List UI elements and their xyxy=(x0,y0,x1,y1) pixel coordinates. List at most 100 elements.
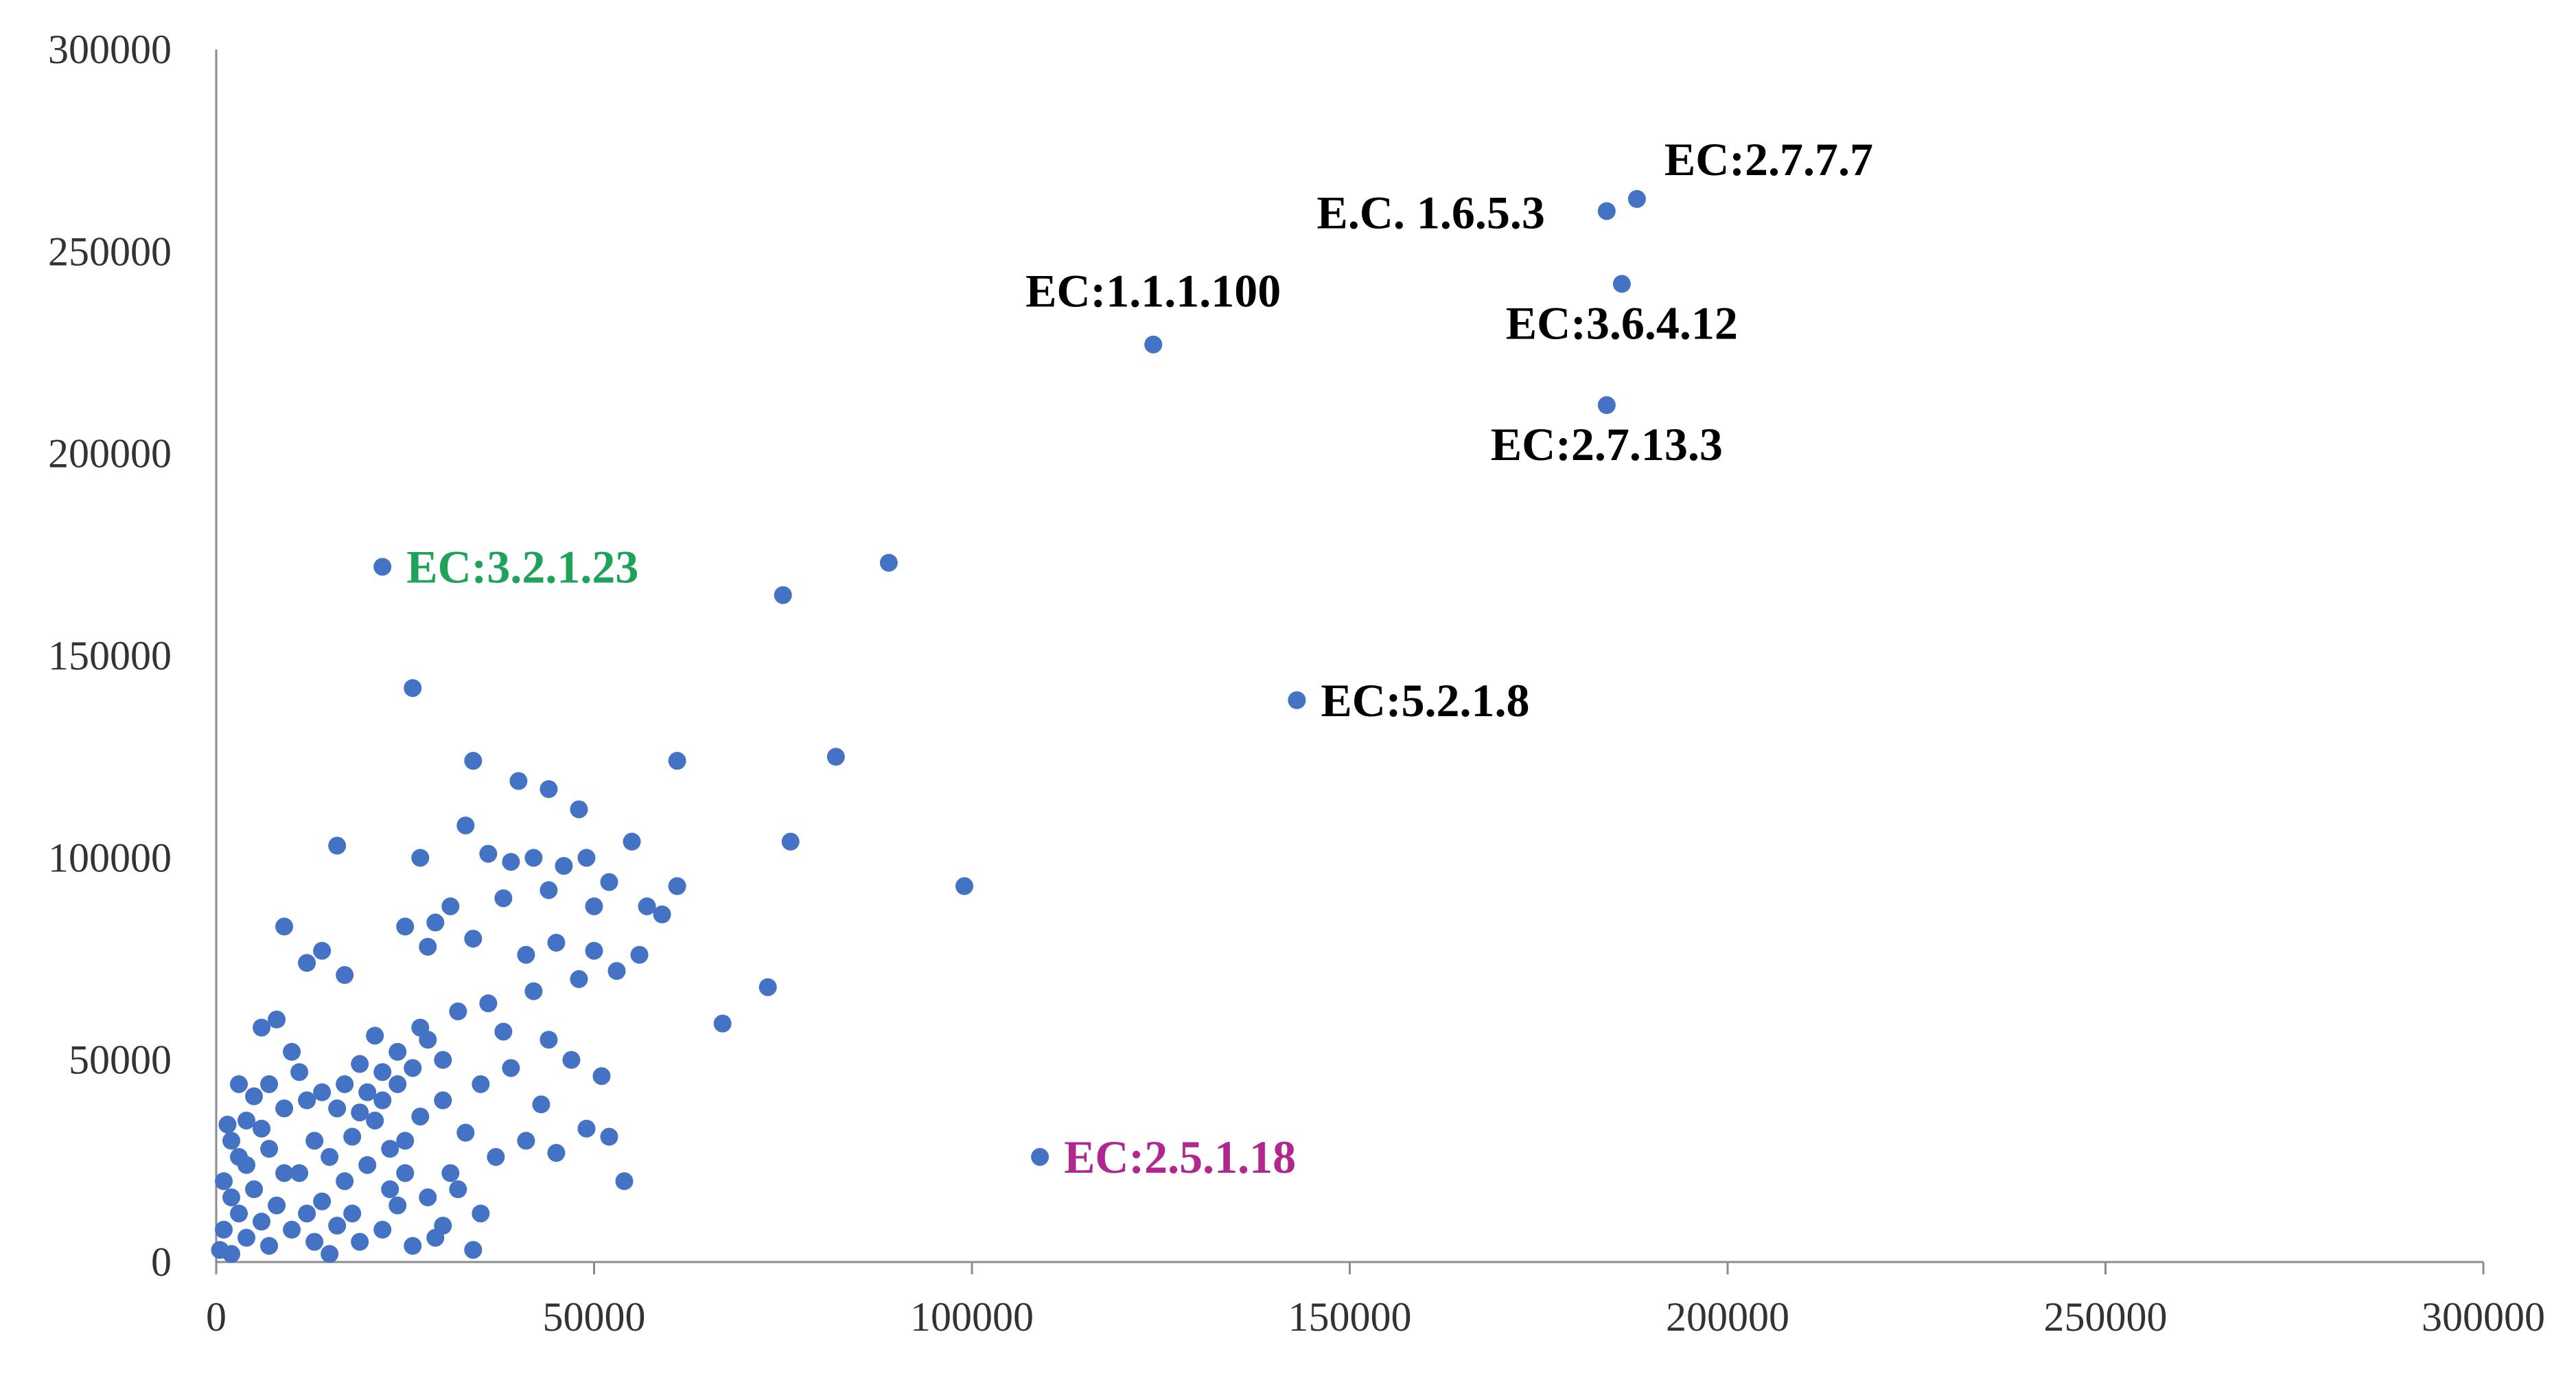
data-point xyxy=(358,1083,377,1101)
data-point xyxy=(879,553,898,572)
data-point xyxy=(336,966,354,985)
data-point xyxy=(1612,275,1631,293)
data-point xyxy=(366,1027,384,1045)
data-point xyxy=(585,941,603,960)
x-tick-label: 250000 xyxy=(2044,1294,2168,1340)
y-tick-label: 50000 xyxy=(69,1037,172,1083)
data-point xyxy=(321,1245,339,1263)
data-point xyxy=(253,1213,271,1231)
data-point xyxy=(290,1063,309,1081)
data-point xyxy=(570,970,588,988)
data-point xyxy=(547,1144,566,1162)
data-point xyxy=(404,1059,422,1077)
data-point xyxy=(638,897,656,915)
y-tick-label: 0 xyxy=(151,1239,172,1285)
data-point xyxy=(215,1172,233,1191)
data-point xyxy=(464,752,483,770)
data-point xyxy=(577,849,596,867)
data-point xyxy=(539,780,558,799)
data-point xyxy=(230,1204,248,1223)
data-point xyxy=(449,1002,467,1021)
data-point xyxy=(456,1123,475,1142)
data-point xyxy=(381,1140,399,1158)
data-point xyxy=(328,836,347,855)
data-point xyxy=(373,1220,392,1239)
data-point xyxy=(479,994,498,1013)
data-point xyxy=(955,877,973,895)
point-annotation: EC:1.1.1.100 xyxy=(1025,265,1281,317)
data-point xyxy=(592,1067,611,1086)
data-point xyxy=(245,1087,264,1105)
data-point xyxy=(305,1232,324,1251)
data-point xyxy=(517,1132,535,1150)
data-point xyxy=(222,1132,241,1150)
data-point xyxy=(215,1220,233,1239)
data-point xyxy=(668,752,686,770)
data-point xyxy=(1144,335,1163,354)
point-annotation: EC:2.7.7.7 xyxy=(1664,133,1873,185)
data-point xyxy=(539,1031,558,1049)
x-tick-label: 100000 xyxy=(910,1294,1034,1340)
data-point xyxy=(245,1180,264,1199)
data-point xyxy=(305,1132,324,1150)
data-point xyxy=(373,1063,392,1081)
x-tick-label: 300000 xyxy=(2422,1294,2545,1340)
annotations: EC:2.7.7.7 E.C. 1.6.5.3 EC:3.6.4.12 EC:2.7.… xyxy=(406,133,1873,1183)
data-point xyxy=(434,1051,452,1069)
data-point xyxy=(494,889,513,908)
data-point xyxy=(449,1180,467,1199)
data-point xyxy=(781,832,800,851)
data-point xyxy=(517,945,535,964)
data-point xyxy=(441,897,460,915)
data-point xyxy=(411,1018,430,1037)
data-point xyxy=(502,853,520,871)
data-point xyxy=(388,1075,407,1093)
data-point xyxy=(607,962,626,981)
x-axis: 0 50000 100000 150000 200000 250000 300000 xyxy=(206,1261,2545,1340)
data-point xyxy=(268,1196,286,1215)
data-point xyxy=(1031,1147,1049,1166)
data-point xyxy=(351,1055,369,1073)
x-tick-label: 50000 xyxy=(543,1294,646,1340)
data-point xyxy=(713,1014,732,1033)
data-point xyxy=(237,1111,256,1130)
data-point xyxy=(230,1075,248,1093)
data-point xyxy=(388,1196,407,1215)
data-point xyxy=(373,1091,392,1110)
data-point xyxy=(396,917,415,936)
data-point xyxy=(441,1164,460,1182)
data-point xyxy=(487,1147,505,1166)
data-point xyxy=(328,1217,347,1235)
data-point xyxy=(472,1204,490,1223)
y-tick-label: 250000 xyxy=(48,229,172,274)
data-point xyxy=(494,1022,513,1041)
data-point xyxy=(472,1075,490,1093)
data-point xyxy=(275,1164,294,1182)
data-point xyxy=(524,982,543,1000)
data-point xyxy=(502,1059,520,1077)
data-point xyxy=(328,1099,347,1118)
data-point xyxy=(283,1042,301,1061)
data-point xyxy=(343,1127,362,1146)
data-point xyxy=(358,1156,377,1174)
data-point xyxy=(275,917,294,936)
data-point xyxy=(343,1204,362,1223)
data-point xyxy=(826,748,845,766)
data-point xyxy=(570,800,588,818)
data-point xyxy=(1627,190,1646,208)
data-point xyxy=(426,913,445,932)
data-point xyxy=(434,1091,452,1110)
data-point xyxy=(253,1018,271,1037)
data-point xyxy=(539,881,558,899)
data-point xyxy=(1597,202,1616,220)
data-point xyxy=(351,1103,369,1122)
data-point xyxy=(260,1140,279,1158)
point-annotation: EC:3.2.1.23 xyxy=(406,540,638,593)
data-point xyxy=(1288,691,1306,709)
data-point xyxy=(268,1010,286,1029)
data-point xyxy=(321,1147,339,1166)
data-point xyxy=(524,849,543,867)
data-point xyxy=(298,1204,316,1223)
data-point xyxy=(373,558,392,576)
x-tick-label: 0 xyxy=(206,1294,227,1340)
